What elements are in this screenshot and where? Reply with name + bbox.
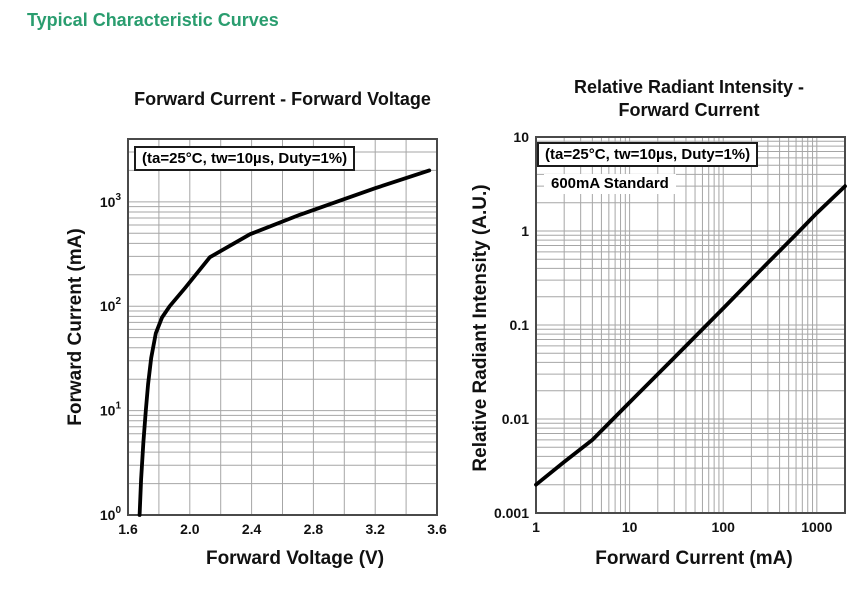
- x-tick-label: 2.0: [180, 521, 200, 537]
- iv-test-condition-box: (ta=25°C, tw=10µs, Duty=1%): [134, 146, 356, 171]
- gridlines: [536, 137, 845, 513]
- intensity-x-axis-title: Forward Current (mA): [595, 548, 793, 569]
- x-tick-label: 3.2: [365, 521, 385, 537]
- iv-chart-canvas: 1.6 2.0 2.4 2.8 3.2 3.6 100 101 102 103: [100, 138, 447, 537]
- plot-border: [535, 136, 846, 514]
- intensity-chart-title: Relative Radiant Intensity - Forward Cur…: [573, 77, 805, 120]
- iv-x-axis-title: Forward Voltage (V): [205, 548, 385, 569]
- x-tick-label: 1000: [801, 519, 832, 535]
- intensity-test-condition-box: (ta=25°C, tw=10µs, Duty=1%): [537, 142, 759, 167]
- y-tick-label: 0.001: [494, 505, 529, 521]
- iv-chart-title: Forward Current - Forward Voltage: [134, 89, 431, 109]
- y-tick-label: 0.01: [502, 411, 529, 427]
- y-tick-label: 103: [100, 192, 122, 210]
- y-tick-label: 102: [100, 296, 122, 314]
- y-tick-label: 101: [100, 401, 122, 419]
- x-tick-label: 3.6: [427, 521, 447, 537]
- y-tick-label: 1: [521, 223, 529, 239]
- standard-current-label: 600mA Standard: [544, 174, 676, 194]
- relative-radiant-intensity-vs-current-curve: [534, 184, 847, 487]
- x-tick-label: 2.4: [242, 521, 262, 537]
- x-tick-label: 1: [532, 519, 540, 535]
- x-tick-label: 2.8: [304, 521, 324, 537]
- plot-border: [127, 138, 438, 516]
- intensity-chart-canvas: 1 10 100 1000 10 1 0.1 0.01 0.001: [494, 129, 847, 535]
- section-title: Typical Characteristic Curves: [27, 10, 279, 30]
- gridlines: [128, 139, 437, 515]
- y-tick-label: 100: [100, 505, 122, 523]
- x-tick-label: 100: [712, 519, 736, 535]
- y-tick-label: 0.1: [510, 317, 530, 333]
- x-tick-label: 1.6: [118, 521, 138, 537]
- y-tick-label: 10: [513, 129, 529, 145]
- x-tick-label: 10: [622, 519, 638, 535]
- forward-current-vs-voltage-curve: [137, 168, 432, 517]
